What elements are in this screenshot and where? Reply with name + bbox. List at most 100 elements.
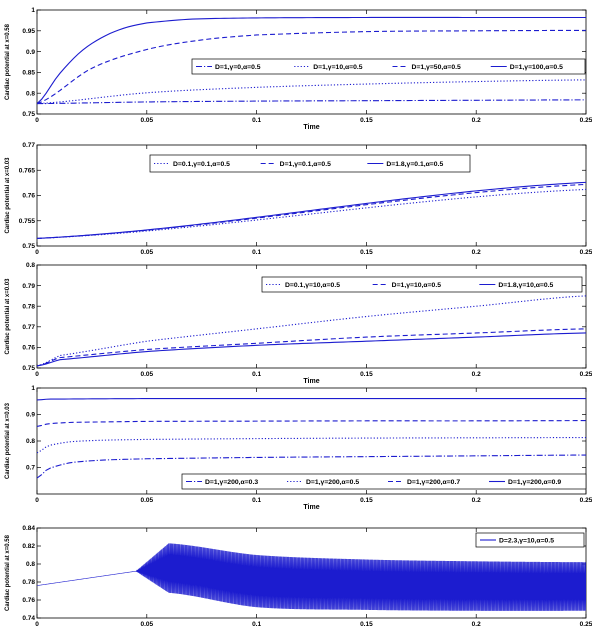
y-tick-label: 0.74 [22, 615, 35, 622]
legend-label: D=1,γ=200,α=0.9 [508, 479, 561, 486]
x-tick-label: 0.1 [252, 117, 261, 124]
series-line-2 [37, 79, 586, 105]
series-line-1 [37, 454, 586, 479]
y-tick-label: 0.76 [22, 193, 35, 200]
legend: D=0.1,γ=10,α=0.5 D=1,γ=10,α=0.5 D=1.8,γ=10… [261, 276, 583, 293]
series-line-3 [37, 420, 586, 427]
series-line-3 [37, 29, 586, 105]
x-tick-label: 0.05 [140, 497, 153, 504]
y-tick-label: 0.8 [26, 438, 35, 445]
series-line-1 [37, 295, 586, 367]
series-line-1 [37, 188, 586, 239]
x-tick-label: 0.25 [580, 117, 592, 124]
legend-box [181, 473, 587, 490]
legend: D=1,γ=200,α=0.3 D=1,γ=200,α=0.5 D=1,γ=200,… [181, 473, 587, 490]
x-tick-label: 0.15 [360, 497, 373, 504]
x-tick-label: 0 [35, 371, 39, 378]
y-axis-label: Cardiac potential at x=0.58 [5, 23, 11, 100]
series-line-1 [37, 99, 586, 105]
legend-label: D=2.3,γ=10,α=0.5 [499, 538, 554, 545]
x-tick-label: 0.05 [140, 249, 153, 256]
x-tick-label: 0 [35, 117, 39, 124]
legend-label: D=1.8,γ=0.1,α=0.5 [386, 161, 443, 168]
legend-label: D=1.8,γ=10,α=0.5 [498, 282, 553, 289]
y-axis-label: Cardiac potential at x=0.03 [5, 278, 11, 355]
y-tick-label: 1 [31, 385, 35, 392]
y-tick-label: 0.755 [19, 218, 36, 225]
y-tick-label: 0.765 [19, 167, 36, 174]
x-tick-label: 0.1 [252, 249, 261, 256]
x-tick-label: 0.05 [140, 371, 153, 378]
series-line-4 [37, 398, 586, 401]
y-tick-label: 0.8 [26, 262, 35, 269]
legend-label: D=1,γ=0,α=0.5 [215, 64, 261, 71]
legend-label: D=1,γ=50,α=0.5 [412, 64, 462, 71]
chart-panel-3: 0 0.05 0.1 0.15 0.2 0.25 0.75 0.76 0.77 0.78 0.79 0… [5, 262, 592, 385]
x-tick-label: 0.15 [360, 371, 373, 378]
y-tick-label: 0.9 [26, 49, 35, 56]
legend-label: D=1,γ=100,α=0.5 [510, 64, 563, 71]
x-tick-label: 0 [35, 497, 39, 504]
chart-panel-1: 0 0.05 0.1 0.15 0.2 0.25 0.75 0.8 0.85 0.9 0.95 1 Ti… [5, 7, 592, 131]
x-tick-label: 0.25 [580, 371, 592, 378]
x-tick-label: 0.2 [472, 621, 481, 628]
x-tick-label: 0.1 [252, 621, 261, 628]
legend-box [191, 58, 586, 75]
y-axis-label: Cardiac potential at x=0.58 [5, 534, 11, 611]
y-tick-label: 0.75 [22, 365, 35, 372]
series-line-3 [37, 181, 586, 239]
y-tick-label: 0.82 [22, 543, 35, 550]
x-tick-label: 0.05 [140, 117, 153, 124]
y-tick-label: 1 [31, 7, 35, 14]
series-line-1 [37, 543, 586, 611]
x-tick-label: 0.2 [472, 371, 481, 378]
legend: D=2.3,γ=10,α=0.5 [475, 532, 585, 548]
y-tick-label: 0.79 [22, 283, 35, 290]
y-tick-label: 0.75 [22, 243, 35, 250]
x-tick-label: 0.15 [360, 249, 373, 256]
chart-panel-5: 0 0.05 0.1 0.15 0.2 0.25 0.74 0.76 0.78 0.8 0.82 0.… [5, 525, 592, 628]
legend-box [475, 532, 585, 548]
legend-label: D=1,γ=10,α=0.5 [392, 282, 442, 289]
chart-panel-4: 0 0.05 0.1 0.15 0.2 0.25 0.7 0.8 0.9 1 Time Cardiac… [5, 385, 592, 511]
legend-box [261, 276, 583, 293]
x-tick-label: 0.25 [580, 497, 592, 504]
x-axis-label: Time [303, 504, 319, 511]
series-line-4 [37, 16, 586, 105]
y-tick-label: 0.77 [22, 324, 35, 331]
series-line-3 [37, 332, 586, 367]
y-tick-label: 0.78 [22, 303, 35, 310]
x-tick-label: 0.25 [580, 249, 592, 256]
x-tick-label: 0.2 [472, 497, 481, 504]
x-axis-label: Time [303, 124, 319, 131]
y-tick-label: 0.8 [26, 90, 35, 97]
x-tick-label: 0.2 [472, 117, 481, 124]
legend-label: D=1,γ=200,α=0.3 [205, 479, 258, 486]
legend-label: D=1,γ=200,α=0.5 [306, 479, 359, 486]
y-axis-label: Cardiac potential at x=0.03 [5, 157, 11, 234]
x-tick-label: 0 [35, 249, 39, 256]
legend-label: D=1,γ=10,α=0.5 [313, 64, 363, 71]
x-tick-label: 0 [35, 621, 39, 628]
legend-label: D=1,γ=0.1,α=0.5 [280, 161, 331, 168]
legend-label: D=0.1,γ=10,α=0.5 [285, 282, 340, 289]
y-tick-label: 0.84 [22, 525, 35, 532]
x-tick-label: 0.15 [360, 117, 373, 124]
y-tick-label: 0.77 [22, 142, 35, 149]
x-axis-label: Time [303, 378, 319, 385]
chart-panel-2: 0 0.05 0.1 0.15 0.2 0.25 0.75 0.755 0.76 0.765 0.7… [5, 142, 592, 256]
y-axis-label: Cardiac potential at x=0.03 [5, 402, 11, 479]
x-tick-label: 0.1 [252, 497, 261, 504]
legend-label: D=1,γ=200,α=0.7 [407, 479, 460, 486]
x-tick-label: 0.2 [472, 249, 481, 256]
y-tick-label: 0.85 [22, 70, 35, 77]
legend-box [149, 154, 471, 173]
y-tick-label: 0.76 [22, 345, 35, 352]
x-tick-label: 0.25 [580, 621, 592, 628]
x-tick-label: 0.15 [360, 621, 373, 628]
x-tick-label: 0.05 [140, 621, 153, 628]
y-tick-label: 0.95 [22, 28, 35, 35]
legend: D=1,γ=0,α=0.5 D=1,γ=10,α=0.5 D=1,γ=50,α=0.… [191, 58, 586, 75]
series-line-2 [37, 328, 586, 367]
